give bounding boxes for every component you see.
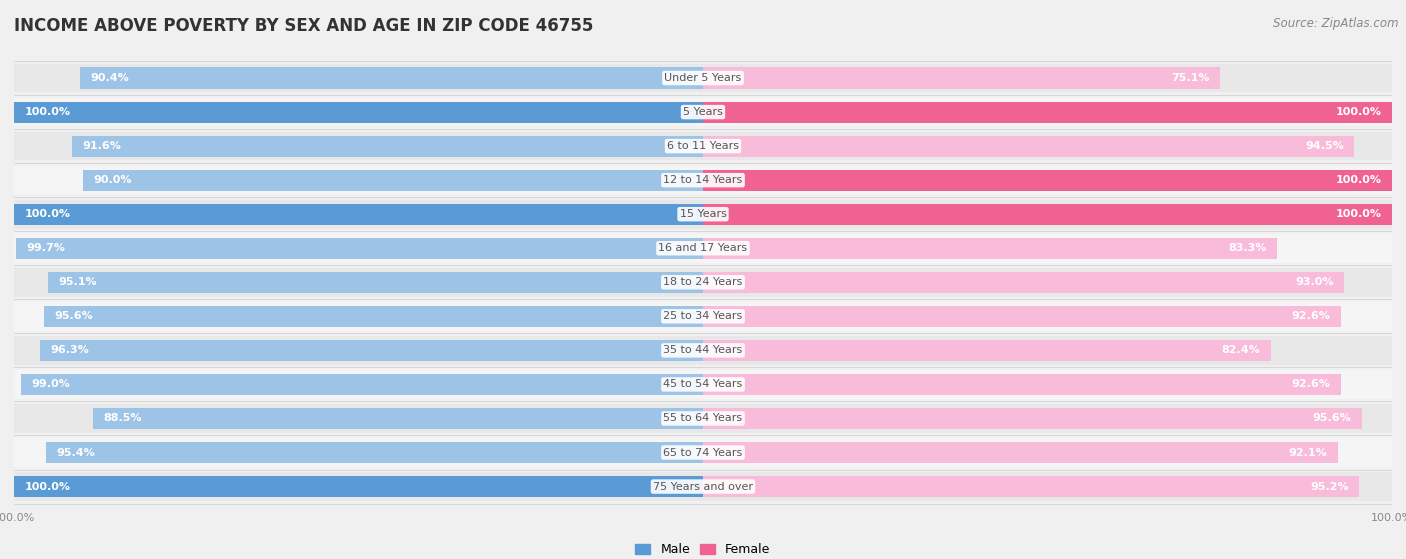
Bar: [703, 136, 1354, 157]
Text: 93.0%: 93.0%: [1295, 277, 1333, 287]
Text: 5 Years: 5 Years: [683, 107, 723, 117]
Text: 18 to 24 Years: 18 to 24 Years: [664, 277, 742, 287]
Text: 100.0%: 100.0%: [1336, 107, 1382, 117]
Bar: [703, 476, 1358, 497]
Bar: [703, 169, 1392, 191]
Bar: [703, 408, 1361, 429]
Text: 92.1%: 92.1%: [1288, 448, 1327, 457]
Text: 35 to 44 Years: 35 to 44 Years: [664, 345, 742, 356]
Bar: [14, 404, 1392, 433]
Text: 100.0%: 100.0%: [24, 107, 70, 117]
Text: 92.6%: 92.6%: [1292, 311, 1330, 321]
Bar: [14, 438, 1392, 467]
Bar: [703, 68, 1220, 88]
Text: 6 to 11 Years: 6 to 11 Years: [666, 141, 740, 151]
Bar: [14, 302, 1392, 330]
Bar: [46, 442, 703, 463]
Bar: [72, 136, 703, 157]
Text: 91.6%: 91.6%: [83, 141, 121, 151]
Text: 75.1%: 75.1%: [1171, 73, 1211, 83]
Bar: [14, 268, 1392, 297]
Text: INCOME ABOVE POVERTY BY SEX AND AGE IN ZIP CODE 46755: INCOME ABOVE POVERTY BY SEX AND AGE IN Z…: [14, 17, 593, 35]
Text: 12 to 14 Years: 12 to 14 Years: [664, 175, 742, 185]
Bar: [14, 98, 1392, 126]
Bar: [48, 272, 703, 293]
Text: 15 Years: 15 Years: [679, 209, 727, 219]
Bar: [14, 132, 1392, 160]
Bar: [14, 234, 1392, 263]
Text: 96.3%: 96.3%: [49, 345, 89, 356]
Text: 100.0%: 100.0%: [24, 481, 70, 491]
Bar: [14, 370, 1392, 399]
Text: 75 Years and over: 75 Years and over: [652, 481, 754, 491]
Text: Source: ZipAtlas.com: Source: ZipAtlas.com: [1274, 17, 1399, 30]
Bar: [15, 238, 703, 259]
Text: 95.4%: 95.4%: [56, 448, 94, 457]
Text: 55 to 64 Years: 55 to 64 Years: [664, 414, 742, 424]
Bar: [80, 68, 703, 88]
Bar: [703, 238, 1277, 259]
Bar: [21, 374, 703, 395]
Text: 95.6%: 95.6%: [55, 311, 93, 321]
Bar: [703, 374, 1341, 395]
Bar: [14, 476, 703, 497]
Bar: [14, 203, 703, 225]
Bar: [45, 306, 703, 327]
Bar: [14, 472, 1392, 501]
Text: 95.1%: 95.1%: [58, 277, 97, 287]
Text: Under 5 Years: Under 5 Years: [665, 73, 741, 83]
Text: 83.3%: 83.3%: [1229, 243, 1267, 253]
Text: 95.2%: 95.2%: [1310, 481, 1348, 491]
Bar: [83, 169, 703, 191]
Text: 65 to 74 Years: 65 to 74 Years: [664, 448, 742, 457]
Bar: [703, 306, 1341, 327]
Bar: [703, 340, 1271, 361]
Bar: [703, 272, 1344, 293]
Text: 45 to 54 Years: 45 to 54 Years: [664, 380, 742, 390]
Text: 92.6%: 92.6%: [1292, 380, 1330, 390]
Legend: Male, Female: Male, Female: [630, 538, 776, 559]
Bar: [14, 166, 1392, 195]
Text: 94.5%: 94.5%: [1305, 141, 1344, 151]
Text: 99.0%: 99.0%: [31, 380, 70, 390]
Bar: [703, 442, 1337, 463]
Text: 90.0%: 90.0%: [93, 175, 132, 185]
Text: 100.0%: 100.0%: [1336, 209, 1382, 219]
Bar: [14, 336, 1392, 364]
Bar: [14, 64, 1392, 92]
Text: 82.4%: 82.4%: [1222, 345, 1260, 356]
Text: 90.4%: 90.4%: [90, 73, 129, 83]
Bar: [703, 203, 1392, 225]
Bar: [39, 340, 703, 361]
Text: 25 to 34 Years: 25 to 34 Years: [664, 311, 742, 321]
Bar: [703, 102, 1392, 122]
Text: 16 and 17 Years: 16 and 17 Years: [658, 243, 748, 253]
Text: 95.6%: 95.6%: [1313, 414, 1351, 424]
Text: 100.0%: 100.0%: [1336, 175, 1382, 185]
Text: 100.0%: 100.0%: [24, 209, 70, 219]
Bar: [14, 102, 703, 122]
Text: 88.5%: 88.5%: [104, 414, 142, 424]
Bar: [14, 200, 1392, 229]
Bar: [93, 408, 703, 429]
Text: 99.7%: 99.7%: [27, 243, 65, 253]
